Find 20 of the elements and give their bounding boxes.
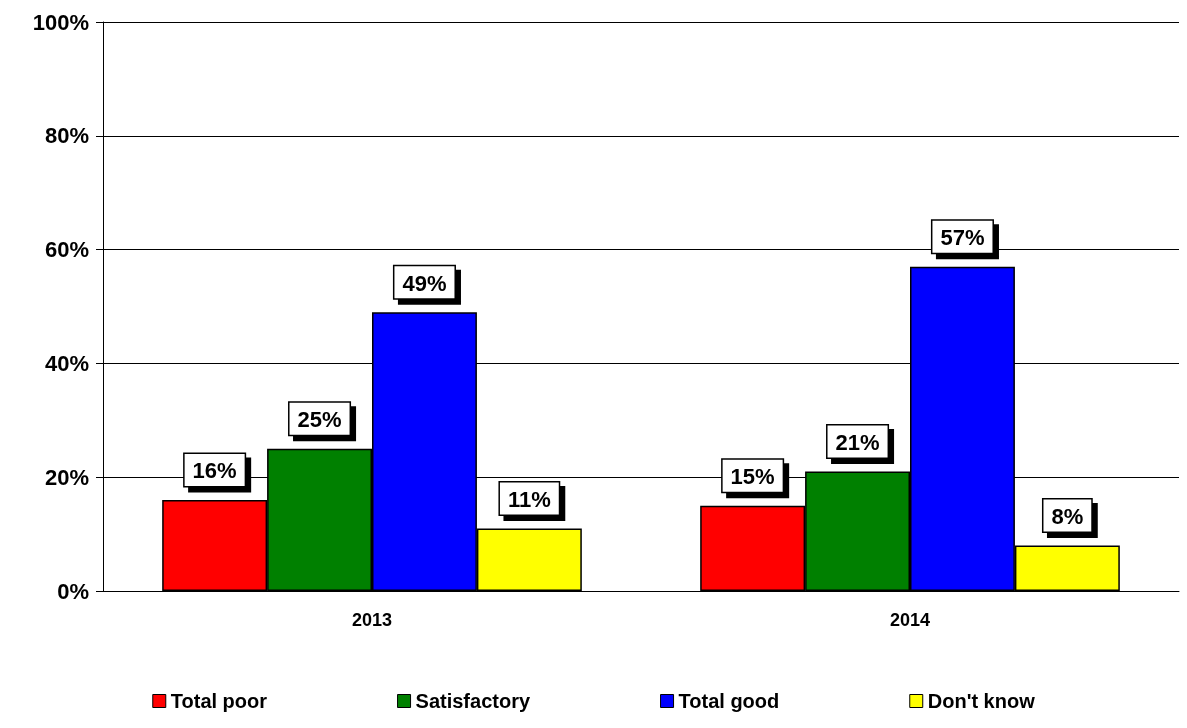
y-tick-label: 40% — [44, 350, 89, 376]
data-label: 21% — [835, 430, 880, 456]
legend-label: Don't know — [927, 690, 1036, 712]
x-tick-label: 2013 — [351, 610, 393, 630]
y-tick-label: 60% — [44, 237, 89, 263]
data-label: 57% — [940, 225, 985, 251]
data-label: 49% — [402, 270, 447, 296]
data-label: 16% — [192, 458, 237, 484]
data-label: 8% — [1051, 503, 1084, 529]
legend-label: Satisfactory — [415, 690, 531, 712]
legend-label: Total poor — [170, 690, 268, 712]
y-tick-label: 80% — [44, 123, 89, 149]
x-tick-label: 2014 — [889, 610, 931, 630]
y-tick-label: 100% — [32, 9, 89, 35]
data-label: 25% — [297, 407, 342, 433]
data-label: 11% — [507, 486, 551, 512]
y-tick-label: 20% — [44, 464, 89, 490]
legend-label: Total good — [678, 690, 780, 712]
data-label: 15% — [730, 464, 775, 490]
y-tick-label: 0% — [57, 578, 89, 604]
